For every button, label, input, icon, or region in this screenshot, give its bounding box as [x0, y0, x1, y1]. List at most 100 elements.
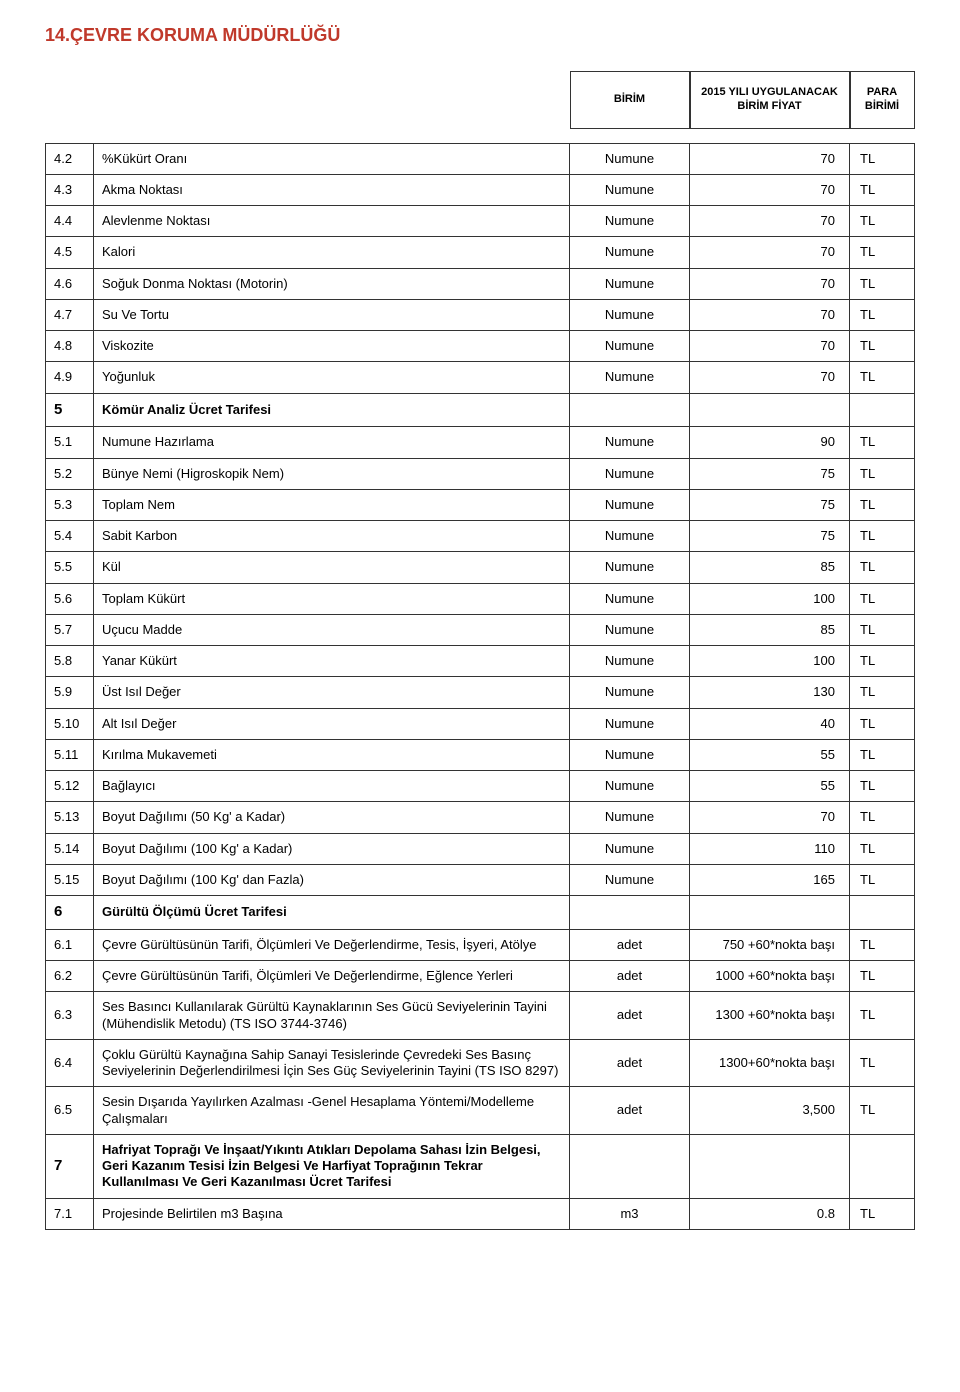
- table-row: 5.7Uçucu MaddeNumune85TL: [46, 614, 915, 645]
- row-description: Toplam Nem: [94, 489, 570, 520]
- row-currency: TL: [850, 677, 915, 708]
- row-description: Uçucu Madde: [94, 614, 570, 645]
- row-number: 6.4: [46, 1039, 94, 1087]
- row-price: 55: [690, 739, 850, 770]
- table-row: 6.1Çevre Gürültüsünün Tarifi, Ölçümleri …: [46, 929, 915, 960]
- row-currency: TL: [850, 739, 915, 770]
- row-currency: TL: [850, 992, 915, 1040]
- row-price: 70: [690, 362, 850, 393]
- row-description: Gürültü Ölçümü Ücret Tarifesi: [94, 896, 570, 930]
- row-number: 4.6: [46, 268, 94, 299]
- tariff-table: BİRİM 2015 YILI UYGULANACAK BİRİM FİYAT …: [45, 71, 915, 1230]
- row-currency: TL: [850, 1198, 915, 1229]
- row-currency: TL: [850, 583, 915, 614]
- row-currency: TL: [850, 929, 915, 960]
- row-number: 6.2: [46, 961, 94, 992]
- row-unit: adet: [570, 929, 690, 960]
- row-number: 5.8: [46, 646, 94, 677]
- row-price: 750 +60*nokta başı: [690, 929, 850, 960]
- row-unit: Numune: [570, 362, 690, 393]
- row-unit: adet: [570, 961, 690, 992]
- row-number: 7: [46, 1134, 94, 1198]
- row-currency: TL: [850, 237, 915, 268]
- row-description: Kömür Analiz Ücret Tarifesi: [94, 393, 570, 427]
- row-number: 6.1: [46, 929, 94, 960]
- row-number: 4.4: [46, 206, 94, 237]
- row-currency: TL: [850, 331, 915, 362]
- row-number: 5: [46, 393, 94, 427]
- row-currency: TL: [850, 802, 915, 833]
- table-row: 6.2Çevre Gürültüsünün Tarifi, Ölçümleri …: [46, 961, 915, 992]
- row-price: 55: [690, 771, 850, 802]
- row-unit: Numune: [570, 521, 690, 552]
- table-row: 5.9Üst Isıl DeğerNumune130TL: [46, 677, 915, 708]
- row-price: 100: [690, 646, 850, 677]
- table-row: 5.4Sabit KarbonNumune75TL: [46, 521, 915, 552]
- row-currency: TL: [850, 521, 915, 552]
- row-number: 4.3: [46, 174, 94, 205]
- row-unit: m3: [570, 1198, 690, 1229]
- table-row: 7.1Projesinde Belirtilen m3 Başınam30.8T…: [46, 1198, 915, 1229]
- row-description: Çevre Gürültüsünün Tarifi, Ölçümleri Ve …: [94, 929, 570, 960]
- row-description: Bünye Nemi (Higroskopik Nem): [94, 458, 570, 489]
- table-row: 4.4Alevlenme NoktasıNumune70TL: [46, 206, 915, 237]
- row-currency: TL: [850, 143, 915, 174]
- row-unit: Numune: [570, 143, 690, 174]
- table-row: 7Hafriyat Toprağı Ve İnşaat/Yıkıntı Atık…: [46, 1134, 915, 1198]
- table-row: 5.2Bünye Nemi (Higroskopik Nem)Numune75T…: [46, 458, 915, 489]
- row-number: 5.4: [46, 521, 94, 552]
- table-row: 4.7Su Ve TortuNumune70TL: [46, 299, 915, 330]
- row-number: 4.2: [46, 143, 94, 174]
- row-unit: Numune: [570, 739, 690, 770]
- row-price: 70: [690, 174, 850, 205]
- row-price: 85: [690, 552, 850, 583]
- row-price: 100: [690, 583, 850, 614]
- row-price: [690, 1134, 850, 1198]
- row-number: 4.7: [46, 299, 94, 330]
- row-number: 6.3: [46, 992, 94, 1040]
- row-unit: adet: [570, 1087, 690, 1135]
- row-currency: TL: [850, 268, 915, 299]
- table-row: 5.10Alt Isıl DeğerNumune40TL: [46, 708, 915, 739]
- row-currency: TL: [850, 427, 915, 458]
- row-description: Hafriyat Toprağı Ve İnşaat/Yıkıntı Atıkl…: [94, 1134, 570, 1198]
- row-description: Sabit Karbon: [94, 521, 570, 552]
- row-description: Kırılma Mukavemeti: [94, 739, 570, 770]
- table-row: 4.2%Kükürt OranıNumune70TL: [46, 143, 915, 174]
- row-currency: TL: [850, 646, 915, 677]
- row-currency: [850, 393, 915, 427]
- row-price: [690, 896, 850, 930]
- row-number: 4.8: [46, 331, 94, 362]
- row-number: 4.5: [46, 237, 94, 268]
- row-price: 70: [690, 299, 850, 330]
- row-unit: Numune: [570, 833, 690, 864]
- row-currency: TL: [850, 299, 915, 330]
- row-price: 0.8: [690, 1198, 850, 1229]
- row-price: 130: [690, 677, 850, 708]
- row-currency: TL: [850, 206, 915, 237]
- row-description: Toplam Kükürt: [94, 583, 570, 614]
- table-row: 4.3Akma NoktasıNumune70TL: [46, 174, 915, 205]
- row-number: 5.12: [46, 771, 94, 802]
- row-description: Yoğunluk: [94, 362, 570, 393]
- table-row: 5.15Boyut Dağılımı (100 Kg' dan Fazla)Nu…: [46, 864, 915, 895]
- row-number: 5.14: [46, 833, 94, 864]
- table-row: 5.11Kırılma MukavemetiNumune55TL: [46, 739, 915, 770]
- row-unit: Numune: [570, 489, 690, 520]
- row-number: 5.15: [46, 864, 94, 895]
- row-description: Çoklu Gürültü Kaynağına Sahip Sanayi Tes…: [94, 1039, 570, 1087]
- row-currency: TL: [850, 771, 915, 802]
- row-unit: adet: [570, 1039, 690, 1087]
- col-header-price: 2015 YILI UYGULANACAK BİRİM FİYAT: [690, 71, 850, 129]
- row-price: 70: [690, 268, 850, 299]
- row-price: 70: [690, 206, 850, 237]
- row-currency: TL: [850, 708, 915, 739]
- row-currency: TL: [850, 174, 915, 205]
- col-header-unit: BİRİM: [570, 71, 690, 129]
- row-currency: TL: [850, 458, 915, 489]
- row-description: Kalori: [94, 237, 570, 268]
- row-description: Numune Hazırlama: [94, 427, 570, 458]
- row-number: 5.10: [46, 708, 94, 739]
- row-currency: [850, 1134, 915, 1198]
- row-unit: [570, 1134, 690, 1198]
